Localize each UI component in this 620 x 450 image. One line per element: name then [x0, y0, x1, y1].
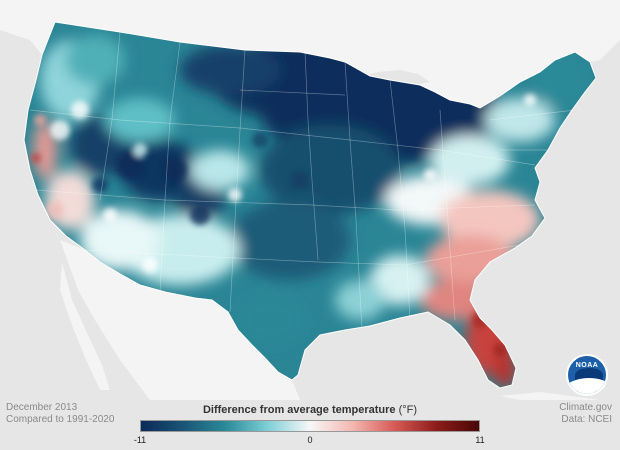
data-credit: Data: NCEI	[561, 414, 612, 425]
legend-min-label: -11	[133, 435, 147, 445]
noaa-logo: NOAA	[566, 354, 608, 396]
baseline-label: Compared to 1991-2020	[6, 414, 115, 425]
period-label: December 2013	[6, 402, 78, 413]
source-credit: Climate.gov	[559, 402, 612, 413]
legend-color-scale	[140, 420, 480, 432]
noaa-wave-icon	[568, 378, 606, 394]
mexico-landmass	[60, 240, 300, 400]
noaa-logo-text: NOAA	[575, 362, 599, 369]
map-canvas	[0, 0, 620, 400]
legend-title: Difference from average temperature (°F)	[140, 404, 480, 416]
legend-title-text: Difference from average temperature	[202, 404, 396, 416]
legend-mid-label: 0	[307, 435, 313, 445]
legend-max-label: 11	[475, 435, 485, 445]
baja-peninsula	[60, 262, 110, 390]
temperature-anomaly-map	[0, 0, 620, 400]
cuba-island	[500, 392, 600, 400]
credit-block: Climate.gov Data: NCEI	[559, 402, 612, 426]
map-caption: December 2013 Compared to 1991-2020	[6, 402, 114, 426]
legend-unit: (°F)	[398, 404, 418, 416]
